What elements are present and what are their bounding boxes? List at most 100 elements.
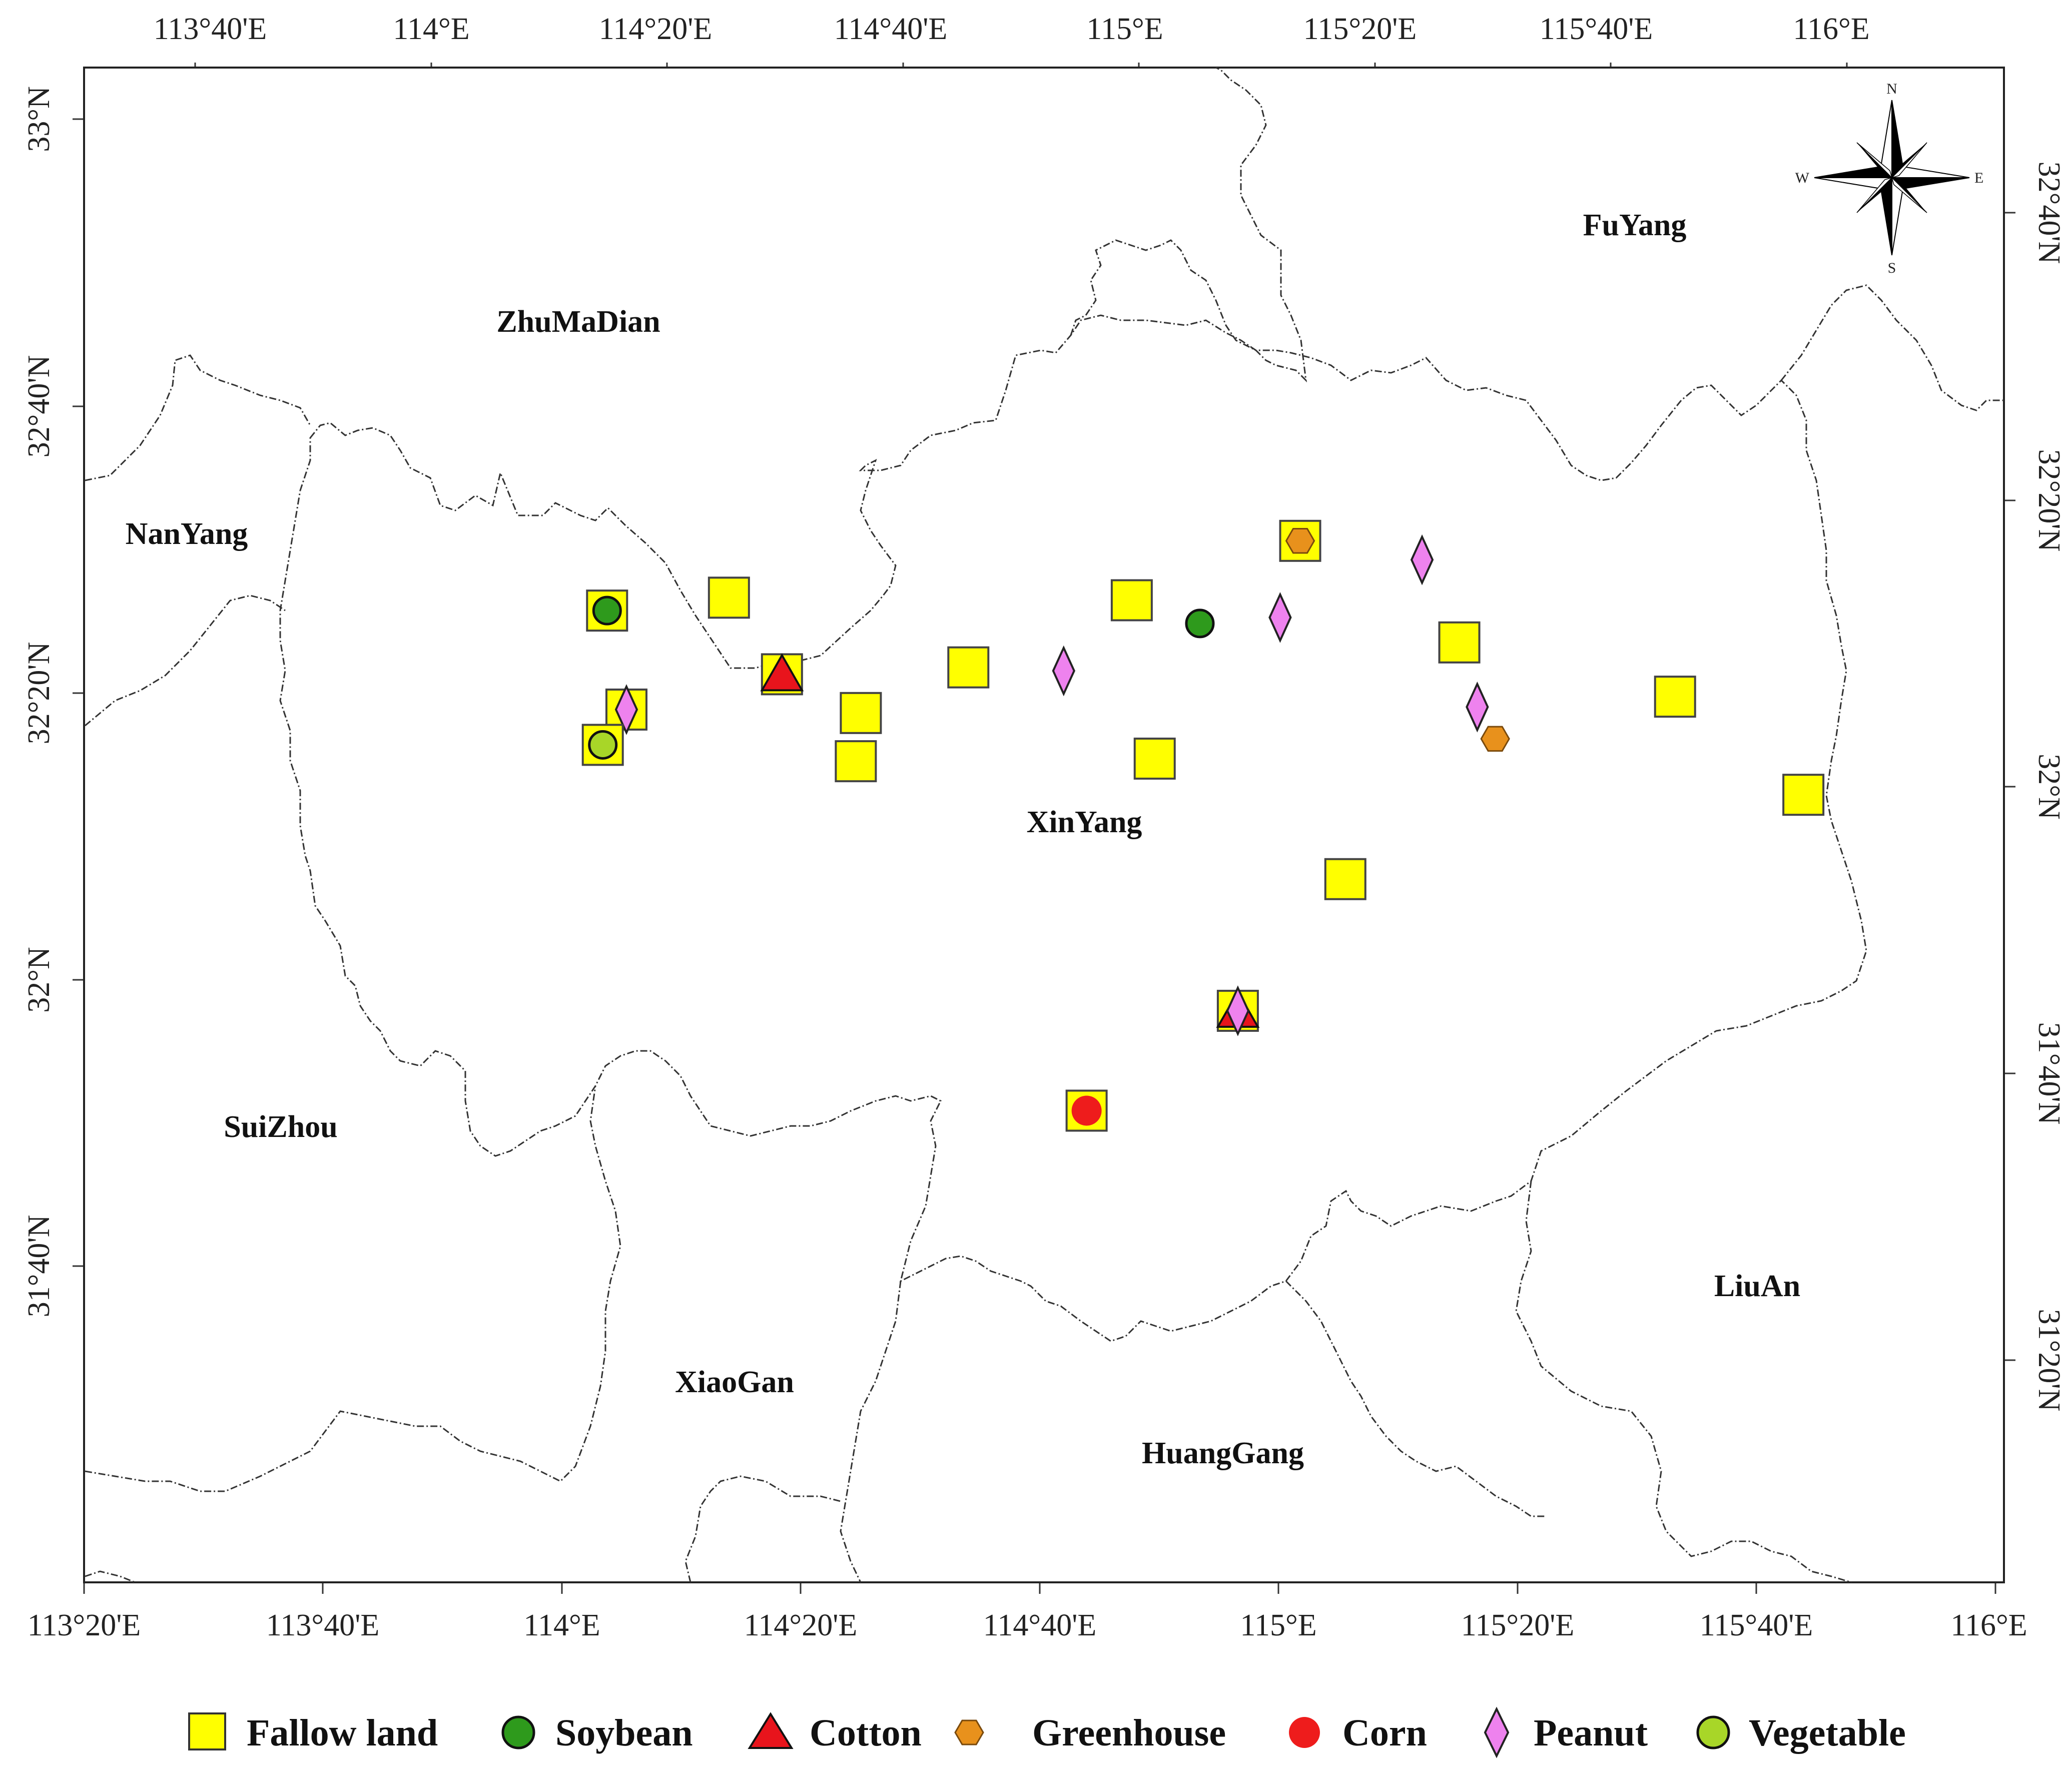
compass-west-label: W [1795, 170, 1810, 186]
legend-label: Vegetable [1749, 1712, 1906, 1754]
sample-site-marker [1268, 592, 1292, 643]
legend-item-vegetable: Vegetable [1696, 1712, 1906, 1754]
bottom-tick-label: 113°40'E [266, 1608, 380, 1642]
right-axis: 32°40'N 32°20'N 32°N 31°40'N 31°20'N [2004, 162, 2066, 1411]
legend-item-corn: Corn [1289, 1712, 1427, 1754]
sample-site-marker [1065, 1089, 1108, 1132]
sample-site-marker [581, 724, 624, 766]
sample-site-marker [1185, 609, 1215, 639]
fallow-land-square-icon [708, 576, 750, 619]
sample-site-marker [1438, 621, 1481, 664]
bottom-tick-label: 115°20'E [1461, 1608, 1575, 1642]
sample-site-marker [947, 646, 990, 689]
fallow-land-square-icon [1110, 579, 1153, 622]
left-tick-label: 31°40'N [22, 1215, 56, 1318]
sample-site-marker [1654, 676, 1696, 718]
bottom-tick-label: 113°20'E [28, 1608, 141, 1642]
vegetable-circle-icon [588, 730, 618, 760]
fallow-land-square-icon [1782, 774, 1825, 816]
peanut-diamond-icon [1466, 681, 1489, 733]
left-tick-label: 32°40'N [22, 355, 56, 458]
fallow-land-square-icon [1133, 737, 1176, 780]
top-tick-label: 113°40'E [154, 12, 267, 46]
region-label: XinYang [1027, 805, 1142, 839]
prefecture-boundaries [85, 67, 2004, 1583]
sample-site-marker [1466, 681, 1489, 733]
sample-site-marker [840, 692, 882, 734]
top-tick-label: 115°40'E [1540, 12, 1653, 46]
fuyang-east-boundary [1780, 284, 2004, 411]
peanut-diamond-icon [1052, 645, 1075, 697]
top-tick-label: 114°40'E [834, 12, 948, 46]
bottom-axis: 113°20'E 113°40'E 114°E 114°20'E 114°40'… [28, 1582, 2027, 1642]
corn-circle-icon [1289, 1717, 1320, 1748]
cotton-triangle-icon [748, 1712, 794, 1749]
north-arrow-icon: N S E W [1795, 81, 1984, 276]
fallow-land-square-icon [1324, 858, 1366, 900]
legend-label: Greenhouse [1032, 1712, 1226, 1754]
huanggang-liuan-boundary [1285, 1280, 1546, 1517]
region-label: XiaoGan [675, 1365, 794, 1399]
top-tick-label: 114°E [393, 12, 469, 46]
fallow-land-square-icon [947, 646, 990, 689]
sample-site-marker [760, 653, 804, 696]
cotton-triangle-icon [760, 653, 804, 692]
sample-markers [581, 519, 1825, 1132]
fallow-land-square-icon [835, 740, 877, 783]
sample-site-marker [1216, 985, 1260, 1036]
greenhouse-hexagon-icon [1285, 528, 1315, 554]
sample-site-marker [1410, 534, 1434, 585]
sample-site-marker [1324, 858, 1366, 900]
region-label: LiuAn [1714, 1269, 1800, 1303]
compass-south-label: S [1888, 260, 1896, 276]
left-axis: 33°N 32°40'N 32°20'N 32°N 31°40'N [22, 86, 84, 1317]
bottom-tick-label: 114°20'E [744, 1608, 858, 1642]
compass-north-label: N [1886, 81, 1897, 97]
sample-site-marker [1782, 774, 1825, 816]
top-tick-label: 114°20'E [599, 12, 713, 46]
top-tick-label: 115°E [1086, 12, 1163, 46]
legend-item-fallow-land: Fallow land [188, 1712, 438, 1754]
north-boundary [85, 354, 311, 481]
sample-site-marker [605, 684, 647, 735]
peanut-diamond-icon [1410, 534, 1434, 585]
soybean-circle-icon [592, 596, 622, 626]
corn-circle-icon [1071, 1095, 1102, 1126]
soybean-circle-icon [501, 1715, 535, 1749]
right-tick-label: 32°20'N [2032, 449, 2066, 552]
sample-site-marker [1480, 726, 1510, 752]
sample-site-marker [1133, 737, 1176, 780]
region-label: NanYang [126, 517, 248, 551]
liuan-boundary [1515, 1181, 1852, 1583]
region-label: HuangGang [1142, 1436, 1304, 1470]
legend-label: Cotton [810, 1712, 922, 1754]
xiaogan-huanggang-boundary [840, 1281, 902, 1583]
region-label: SuiZhou [224, 1110, 338, 1144]
peanut-diamond-icon [1226, 985, 1250, 1036]
peanut-diamond-icon [1268, 592, 1292, 643]
xiaogan-south-boundary [684, 1475, 841, 1583]
fallow-land-square-icon [1438, 621, 1481, 664]
fallow-land-square-icon [188, 1712, 226, 1750]
fallow-land-square-icon [840, 692, 882, 734]
legend-item-soybean: Soybean [501, 1712, 693, 1754]
right-tick-label: 31°40'N [2032, 1022, 2066, 1125]
legend-label: Fallow land [247, 1712, 438, 1754]
greenhouse-hexagon-icon [1480, 726, 1510, 752]
top-tick-label: 115°20'E [1303, 12, 1417, 46]
fallow-land-square-icon [1654, 676, 1696, 718]
right-tick-label: 32°40'N [2032, 162, 2066, 264]
xinyang-boundary [279, 314, 1867, 1342]
legend-item-peanut: Peanut [1484, 1706, 1648, 1758]
region-label: ZhuMaDian [496, 305, 660, 339]
peanut-diamond-icon [1484, 1706, 1510, 1758]
legend-label: Soybean [555, 1712, 693, 1754]
sample-site-marker [1279, 519, 1321, 562]
suizhou-xiaogan-boundary [85, 1085, 621, 1492]
bottom-tick-label: 114°E [523, 1608, 600, 1642]
bottom-tick-label: 115°40'E [1700, 1608, 1813, 1642]
peanut-diamond-icon [614, 684, 638, 735]
compass-east-label: E [1974, 170, 1983, 186]
bottom-tick-label: 115°E [1240, 1608, 1316, 1642]
